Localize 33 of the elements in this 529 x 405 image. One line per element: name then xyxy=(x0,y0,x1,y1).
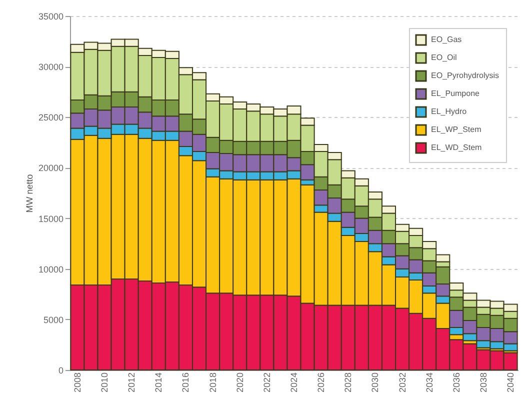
y-tick-label: 20000 xyxy=(38,163,64,174)
legend-label: EL_WP_Stem xyxy=(431,125,482,134)
x-tick-label: 2024 xyxy=(289,372,299,393)
x-tick-label: 2022 xyxy=(262,372,272,393)
legend-label: EO_Pyrohydrolysis xyxy=(431,71,500,80)
x-tick-label: 2026 xyxy=(316,372,326,393)
x-tick-label: 2016 xyxy=(180,372,191,393)
x-tick-label: 2034 xyxy=(424,372,434,393)
y-tick-label: 5000 xyxy=(43,314,64,325)
y-tick-label: 35000 xyxy=(38,12,64,22)
legend-label: EL_Pumpone xyxy=(431,89,480,98)
x-tick-label: 2028 xyxy=(343,372,354,393)
x-tick-label: 2020 xyxy=(234,372,245,393)
y-axis-title: MW netto xyxy=(24,174,34,213)
x-tick-label: 2010 xyxy=(100,372,110,393)
y-tick-label: 15000 xyxy=(38,214,64,224)
x-tick-label: 2032 xyxy=(397,372,408,393)
y-tick-label: 30000 xyxy=(38,62,64,72)
y-tick-label: 25000 xyxy=(38,112,64,123)
x-tick-label: 2008 xyxy=(72,372,82,393)
legend-label: EO_Oil xyxy=(431,53,458,62)
legend-label: EL_Hydro xyxy=(431,107,468,116)
x-tick-label: 2014 xyxy=(154,372,164,393)
y-tick-label: 0 xyxy=(58,366,64,376)
x-tick-label: 2038 xyxy=(478,372,488,393)
x-tick-label: 2036 xyxy=(451,372,462,393)
legend-label: EL_WD_Stem xyxy=(431,143,482,152)
x-tick-label: 2040 xyxy=(506,372,516,393)
x-tick-label: 2030 xyxy=(370,372,380,393)
legend-label: EO_Gas xyxy=(431,35,462,44)
x-tick-label: 2012 xyxy=(126,372,137,393)
y-tick-label: 10000 xyxy=(38,264,64,274)
x-tick-label: 2018 xyxy=(208,372,218,393)
